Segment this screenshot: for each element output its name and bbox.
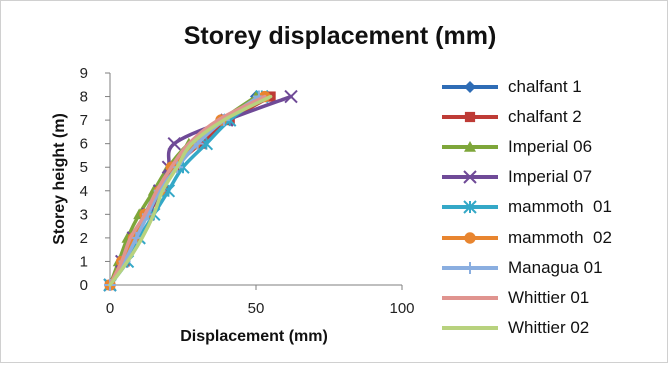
- y-tick-label: 5: [80, 159, 88, 176]
- legend-label: Whittier 02: [508, 317, 590, 337]
- y-tick-label: 6: [80, 136, 88, 153]
- legend-swatch: [442, 81, 498, 94]
- legend-label: Whittier 01: [508, 287, 590, 307]
- y-tick-label: 9: [80, 65, 88, 82]
- legend-item: chalfant 2: [440, 102, 665, 132]
- y-tick-label: 4: [80, 183, 88, 200]
- legend-item: Whittier 01: [440, 283, 665, 313]
- legend-item: Whittier 02: [440, 313, 665, 343]
- legend-swatch: [442, 141, 498, 153]
- series-line: [108, 94, 273, 287]
- legend-label: Imperial 07: [508, 167, 593, 187]
- legend-label: chalfant 1: [508, 77, 582, 97]
- marker-plus: [464, 261, 476, 274]
- series-9: [108, 94, 273, 287]
- marker-asterisk: [463, 200, 477, 215]
- marker-triangle: [464, 141, 476, 153]
- series-2: [104, 91, 276, 291]
- legend-item: Imperial 07: [440, 162, 665, 192]
- marker-x: [284, 89, 298, 104]
- legend-label: mammoth 01: [508, 197, 612, 217]
- legend-item: Imperial 06: [440, 132, 665, 162]
- y-axis-title: Storey height (m): [51, 113, 68, 245]
- legend-label: chalfant 2: [508, 107, 582, 127]
- legend-swatch: [442, 112, 498, 123]
- marker-square: [464, 112, 476, 123]
- series-8: [108, 94, 267, 287]
- legend-swatch: [442, 200, 498, 215]
- chart-legend: chalfant 1 chalfant 2 Imperial 06 Imperial …: [440, 72, 665, 343]
- y-tick-label: 0: [80, 277, 88, 294]
- legend-item: mammoth 01: [440, 192, 665, 222]
- legend-label: Managua 01: [508, 257, 603, 277]
- chart-title: Storey displacement (mm): [183, 22, 497, 50]
- y-tick-label: 1: [80, 253, 88, 270]
- x-tick-label: 100: [389, 300, 414, 317]
- legend-swatch: [442, 325, 498, 330]
- legend-swatch: [442, 231, 498, 244]
- series-4: [103, 89, 298, 292]
- legend-item: chalfant 1: [440, 72, 665, 102]
- marker-diamond: [464, 81, 476, 94]
- legend-swatch: [442, 261, 498, 274]
- legend-item: mammoth 02: [440, 222, 665, 252]
- series-line: [108, 94, 273, 287]
- marker-x: [167, 136, 181, 151]
- legend-label: Imperial 06: [508, 137, 593, 157]
- legend-swatch: [442, 295, 498, 300]
- legend-swatch: [442, 170, 498, 185]
- marker-circle: [464, 231, 476, 244]
- legend-label: mammoth 02: [508, 227, 612, 247]
- marker-x: [463, 170, 477, 185]
- x-axis-title: Displacement (mm): [180, 328, 328, 345]
- series-line: [108, 94, 293, 287]
- y-tick-label: 2: [80, 230, 88, 247]
- y-tick-label: 8: [80, 89, 88, 106]
- x-tick-label: 0: [106, 300, 114, 317]
- x-tick-label: 50: [248, 300, 265, 317]
- series-line: [108, 94, 267, 287]
- legend-item: Managua 01: [440, 253, 665, 283]
- y-tick-label: 7: [80, 112, 88, 129]
- y-tick-label: 3: [80, 206, 88, 223]
